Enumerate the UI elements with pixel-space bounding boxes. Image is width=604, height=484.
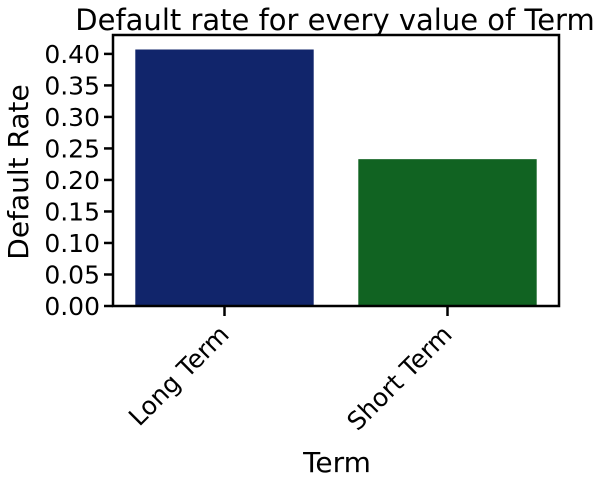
x-axis-label: Term: [302, 446, 371, 479]
y-tick-label: 0.25: [44, 134, 100, 163]
y-tick-label: 0.00: [44, 292, 100, 321]
y-tick-label: 0.05: [44, 260, 100, 289]
x-axis: Long Term Short Term: [123, 306, 458, 436]
y-tick-label: 0.15: [44, 197, 100, 226]
y-tick-label: 0.30: [44, 103, 100, 132]
plot-frame: [111, 33, 561, 308]
y-tick-label: 0.10: [44, 229, 100, 258]
y-tick-label: 0.35: [44, 71, 100, 100]
x-tick-label: Short Term: [341, 320, 457, 436]
y-tick-label: 0.20: [44, 166, 100, 195]
y-axis: 0.00 0.050.10 0.150.20 0.250.30 0.350.40: [44, 40, 113, 321]
bar: [358, 159, 537, 306]
x-tick-label: Long Term: [123, 320, 235, 432]
y-tick-label: 0.40: [44, 40, 100, 69]
chart-title: Default rate for every value of Term: [75, 3, 594, 37]
y-axis-label: Default Rate: [2, 84, 35, 259]
bars: [135, 49, 537, 306]
bar: [135, 49, 314, 306]
